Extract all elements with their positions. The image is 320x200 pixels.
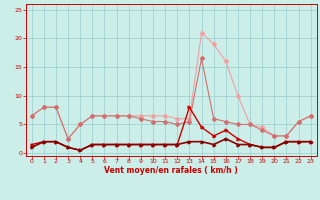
X-axis label: Vent moyen/en rafales ( km/h ): Vent moyen/en rafales ( km/h ) [104,166,238,175]
